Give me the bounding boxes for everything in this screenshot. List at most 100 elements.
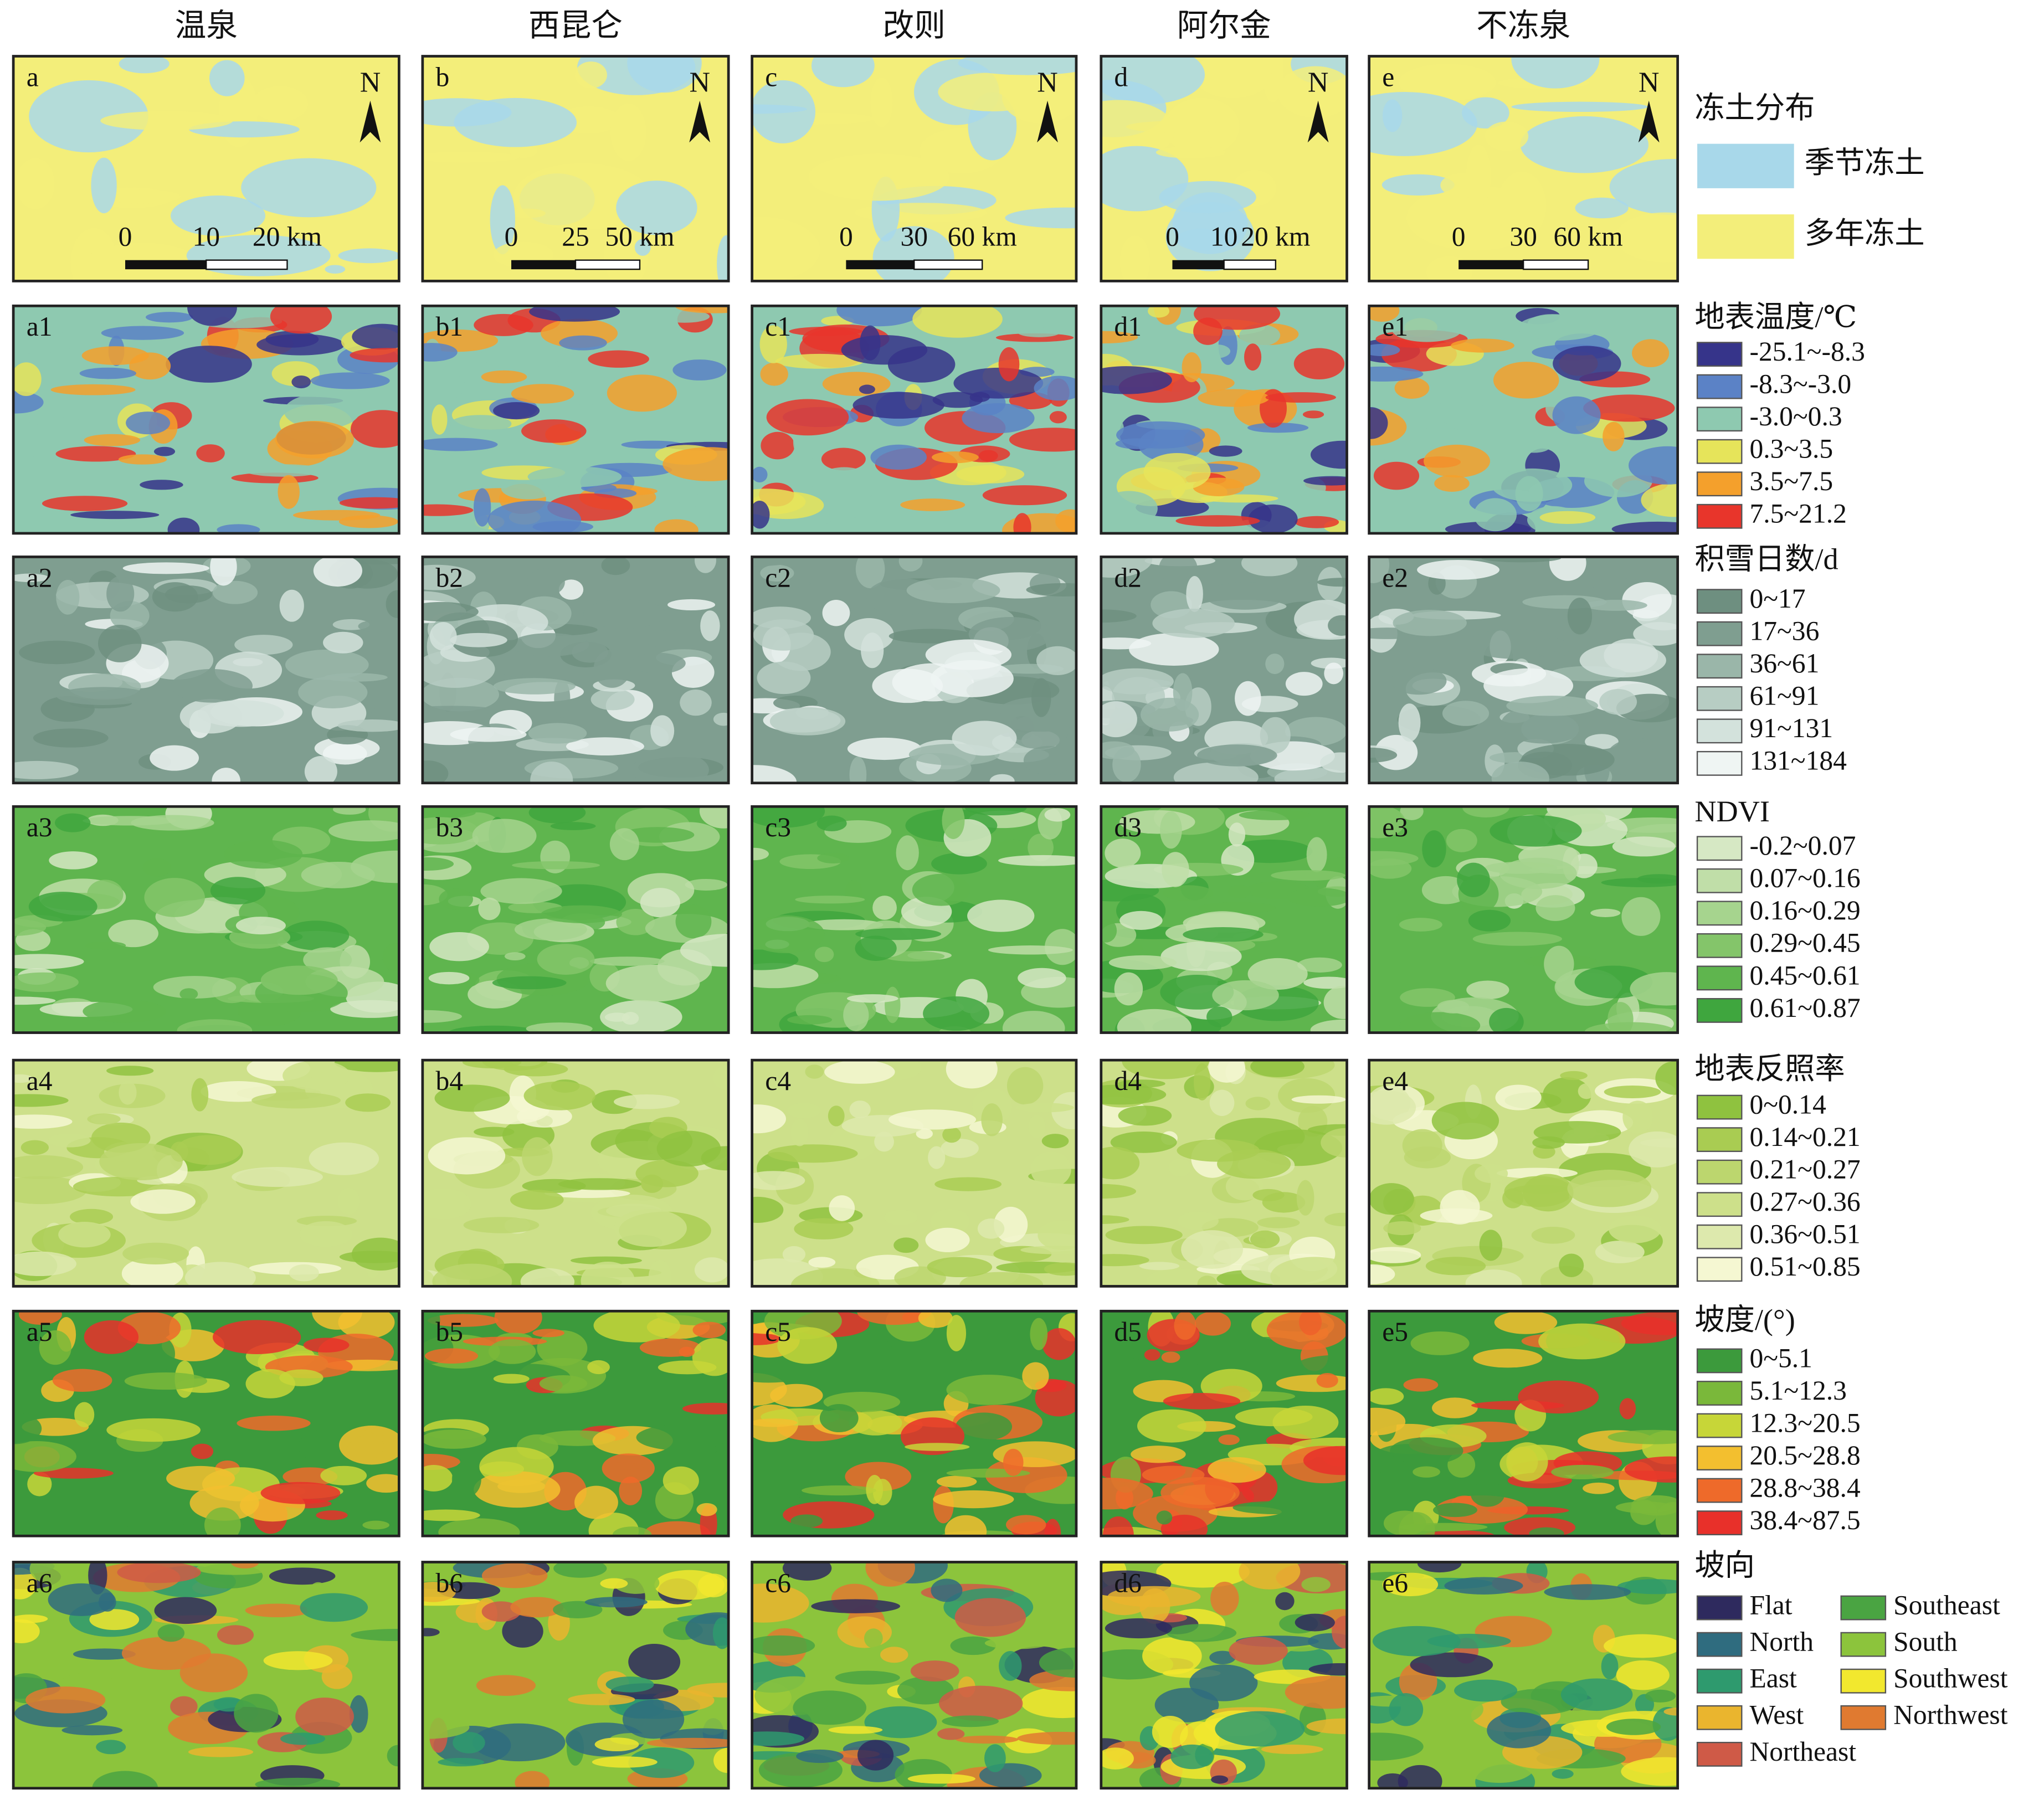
map-patch [636, 1424, 728, 1451]
map-patch [897, 1676, 954, 1705]
map-patch [541, 905, 623, 923]
panel-border [1368, 1561, 1680, 1790]
map-patch [600, 1000, 682, 1033]
panel-label: e5 [1382, 1316, 1408, 1347]
legend-label: 0.36~0.51 [1749, 1219, 1860, 1249]
map-patch [1494, 1311, 1558, 1334]
scale-bar-white [913, 259, 983, 270]
map-patch [1193, 477, 1245, 496]
map-patch [153, 976, 237, 999]
scale-label: 0 [839, 221, 853, 251]
panel-label: a4 [27, 1066, 53, 1096]
map-patch [13, 330, 78, 354]
map-patch [829, 1338, 892, 1352]
map-patch [752, 1731, 805, 1746]
scale-bar-black [846, 260, 915, 270]
map-patch [619, 1477, 643, 1505]
map-patch [269, 1567, 336, 1585]
map-patch [1621, 897, 1661, 936]
map-patch [1303, 976, 1347, 989]
panel-label: d4 [1114, 1066, 1142, 1096]
map-patch [1018, 968, 1066, 989]
map-patch [1452, 1357, 1471, 1374]
legend-swatch [1696, 1632, 1743, 1657]
map-patch [512, 861, 600, 870]
map-patch [900, 498, 965, 511]
panel-border [421, 1309, 730, 1537]
map-patch [292, 510, 381, 521]
map-patch [631, 652, 686, 674]
map-patch [1161, 1351, 1180, 1363]
map-patch [476, 1675, 536, 1696]
panel-border [1368, 556, 1680, 785]
map-patch [283, 1060, 351, 1091]
map-patch [680, 934, 729, 967]
map-patch [1552, 1768, 1574, 1779]
map-patch [713, 1747, 729, 1773]
map-patch [1398, 703, 1421, 742]
map-patch [298, 676, 368, 708]
map-patch [438, 1518, 520, 1536]
map-patch [925, 1227, 970, 1252]
map-patch [1105, 1226, 1183, 1244]
map-patch [1410, 1331, 1470, 1355]
map-patch [1205, 582, 1285, 610]
legend-swatch [1696, 1741, 1743, 1767]
map-patch [1009, 306, 1042, 333]
map-patch [790, 1119, 809, 1146]
panel-border [12, 805, 400, 1034]
map-patch [1389, 1693, 1424, 1726]
map-patch [330, 1000, 399, 1018]
map-patch [1466, 144, 1491, 208]
map-patch [794, 1218, 854, 1240]
map-patch [167, 517, 200, 533]
map-patch [349, 1695, 368, 1733]
map-patch [932, 392, 983, 408]
map-patch [117, 1562, 201, 1583]
map-patch [1155, 146, 1226, 158]
map-patch [934, 1177, 1002, 1191]
map-patch [1152, 609, 1235, 638]
map-patch [493, 678, 576, 695]
map-patch [1552, 396, 1601, 434]
map-patch [998, 855, 1076, 866]
map-patch [1009, 428, 1076, 452]
map-patch [1603, 1634, 1678, 1658]
map-patch [927, 1257, 993, 1278]
map-patch [612, 1526, 652, 1536]
map-patch [432, 404, 448, 435]
map-patch [1532, 1136, 1565, 1149]
legend-swatch [1696, 1381, 1743, 1406]
map-patch [150, 745, 199, 771]
panel-border [421, 304, 730, 535]
map-patch [752, 847, 769, 861]
map-patch [16, 158, 55, 210]
panel-border [421, 556, 730, 785]
map-patch [108, 919, 158, 948]
scale-label: 20 km [1241, 221, 1310, 251]
map-patch [678, 493, 729, 508]
map-patch [1026, 583, 1076, 596]
map-patch [1437, 1000, 1470, 1014]
map-patch [870, 77, 893, 127]
map-patch [422, 1311, 440, 1339]
map-patch [106, 1066, 154, 1076]
map-patch [694, 557, 716, 573]
map-patch [196, 444, 225, 462]
map-patch [1261, 1744, 1323, 1755]
map-patch [13, 954, 84, 969]
legend-swatch [1696, 965, 1743, 991]
map-patch [422, 504, 474, 516]
map-panel [13, 56, 399, 281]
map-patch [337, 1187, 360, 1215]
map-patch [1167, 1624, 1237, 1642]
map-patch [775, 353, 864, 369]
map-patch [558, 1178, 641, 1190]
map-patch [1194, 56, 1272, 99]
scale-label: 0 [1452, 221, 1466, 251]
map-patch [1248, 504, 1298, 533]
map-patch [1257, 1217, 1300, 1228]
map-patch [650, 715, 675, 747]
map-patch [189, 1485, 259, 1521]
north-arrow [1037, 100, 1058, 143]
